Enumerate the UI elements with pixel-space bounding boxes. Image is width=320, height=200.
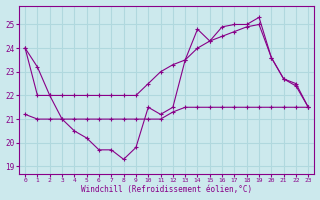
X-axis label: Windchill (Refroidissement éolien,°C): Windchill (Refroidissement éolien,°C) — [81, 185, 252, 194]
